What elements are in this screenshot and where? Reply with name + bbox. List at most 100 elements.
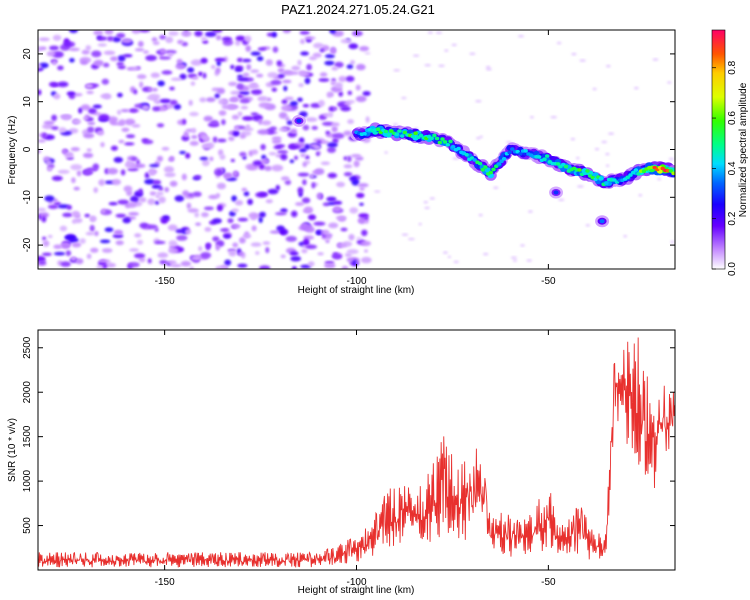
noise-blob (250, 112, 259, 116)
noise-blob (231, 114, 240, 120)
noise-blob (594, 147, 600, 151)
noise-blob (165, 104, 174, 109)
noise-blob (104, 227, 114, 233)
noise-blob (187, 208, 199, 213)
noise-blob (289, 101, 298, 106)
noise-blob (144, 178, 155, 185)
noise-blob (223, 233, 232, 239)
noise-blob (281, 99, 288, 105)
noise-blob (329, 92, 334, 97)
ridge-segment (432, 133, 437, 138)
noise-blob (70, 256, 77, 262)
noise-blob (53, 198, 58, 203)
noise-blob (305, 117, 318, 122)
noise-blob (47, 167, 52, 172)
noise-blob (297, 59, 302, 66)
noise-blob (280, 208, 288, 213)
noise-blob (204, 227, 212, 232)
spectrogram-xlabel: Height of straight line (km) (298, 285, 415, 296)
noise-blob (320, 140, 330, 144)
noise-blob (136, 239, 144, 245)
noise-blob (139, 30, 151, 33)
snr-xlabel: Height of straight line (km) (298, 585, 415, 596)
noise-blob (113, 156, 124, 163)
noise-blob (276, 60, 283, 67)
colorbar-tick-label: 0.2 (727, 211, 738, 225)
ridge-segment (375, 127, 381, 131)
noise-blob (251, 225, 257, 232)
ridge-segment (464, 152, 469, 157)
noise-blob (87, 126, 95, 133)
noise-blob (168, 31, 179, 36)
noise-blob (289, 159, 295, 164)
noise-blob (261, 158, 270, 165)
noise-blob (215, 168, 223, 176)
noise-blob (159, 48, 166, 54)
noise-blob (221, 119, 226, 126)
noise-blob (138, 257, 146, 263)
noise-blob (176, 58, 183, 65)
noise-blob (240, 105, 249, 110)
noise-blob (86, 253, 92, 259)
noise-blob (159, 260, 168, 265)
noise-blob (362, 91, 371, 96)
noise-blob (157, 252, 169, 258)
noise-blob (311, 182, 316, 189)
colorbar-tick-label: 0.0 (727, 262, 738, 276)
ridge-segment (585, 169, 590, 173)
noise-blob (237, 93, 243, 99)
ridge-segment (496, 162, 502, 166)
noise-blob (215, 174, 221, 179)
noise-blob (101, 208, 106, 214)
noise-blob (145, 55, 157, 61)
noise-blob (374, 190, 381, 193)
noise-blob (219, 154, 226, 160)
noise-blob (298, 83, 304, 88)
noise-blob (284, 96, 294, 101)
noise-blob (401, 233, 409, 236)
noise-blob (355, 192, 365, 199)
noise-blob (148, 169, 155, 176)
noise-blob (181, 173, 187, 181)
noise-blob (44, 195, 55, 202)
noise-blob (453, 260, 459, 264)
ridge-segment (442, 140, 448, 144)
noise-blob (272, 46, 279, 53)
y-tick-label: -20 (22, 237, 33, 252)
noise-blob (259, 211, 266, 218)
noise-blob (57, 81, 69, 88)
colorbar: 0.0 0.2 0.4 0.6 0.8 Normalized spectral ampl… (711, 29, 749, 276)
noise-blob (347, 90, 353, 96)
noise-blob (268, 152, 277, 156)
noise-blob (76, 170, 82, 177)
noise-blob (256, 73, 264, 78)
noise-blob (202, 40, 209, 44)
noise-blob (234, 200, 244, 206)
noise-blob (301, 197, 311, 204)
noise-blob (151, 184, 162, 189)
ridge-segment (437, 140, 442, 145)
noise-blob (216, 60, 221, 67)
noise-blob (169, 86, 175, 91)
noise-blob (169, 99, 178, 106)
noise-blob (518, 34, 524, 38)
noise-blob (51, 126, 59, 130)
ridge-segment (418, 133, 424, 138)
noise-blob (297, 97, 303, 102)
y-tick-label: 1500 (22, 425, 33, 448)
noise-blob (340, 106, 351, 112)
noise-blob (161, 146, 170, 151)
noise-blob (255, 251, 260, 255)
noise-blob (115, 240, 124, 246)
signal-blob (599, 219, 605, 224)
noise-blob (212, 236, 220, 242)
noise-blob (198, 71, 203, 77)
noise-blob (177, 39, 184, 45)
noise-blob (167, 224, 178, 231)
noise-blob (577, 185, 584, 188)
noise-blob (101, 248, 113, 253)
noise-blob (198, 246, 203, 252)
noise-blob (147, 198, 156, 205)
noise-blob (317, 252, 324, 256)
noise-blob (210, 64, 216, 70)
